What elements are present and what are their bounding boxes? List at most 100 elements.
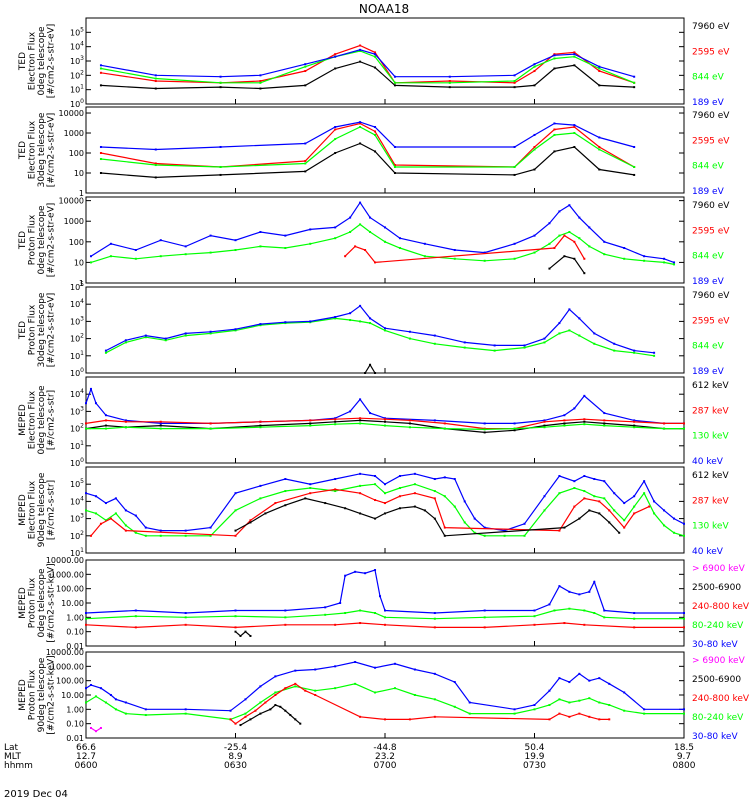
data-point xyxy=(264,701,267,704)
y-tick-label: 1.00 xyxy=(66,705,84,714)
data-point xyxy=(558,322,561,325)
data-point xyxy=(374,125,377,128)
data-point xyxy=(393,75,396,78)
data-point xyxy=(453,249,456,252)
data-point xyxy=(334,53,337,56)
data-point xyxy=(558,585,561,588)
y-tick-label: 104 xyxy=(70,388,84,399)
data-point xyxy=(359,622,362,625)
data-point xyxy=(663,509,666,512)
data-point xyxy=(159,239,162,242)
data-point xyxy=(483,428,486,431)
data-point xyxy=(359,419,362,422)
data-point xyxy=(89,388,92,391)
y-tick-label: 100 xyxy=(69,149,84,158)
data-point xyxy=(548,603,551,606)
data-point xyxy=(543,341,546,344)
data-point xyxy=(453,681,456,684)
data-point xyxy=(249,519,252,522)
data-point xyxy=(144,336,147,339)
data-point xyxy=(543,337,546,340)
y-axis-label: MEPEDProton Flux0deg telescope[#/cm2-s-s… xyxy=(18,563,57,642)
data-point xyxy=(583,623,586,626)
data-point xyxy=(124,341,127,344)
data-point xyxy=(608,682,611,685)
data-point xyxy=(593,478,596,481)
data-point xyxy=(184,529,187,532)
data-point xyxy=(219,75,222,78)
data-point xyxy=(289,714,292,717)
data-point xyxy=(209,330,212,333)
data-point xyxy=(309,424,312,427)
data-point xyxy=(473,517,476,520)
data-point xyxy=(533,623,536,626)
data-point xyxy=(683,534,685,537)
data-point xyxy=(259,484,262,487)
data-point xyxy=(623,257,626,260)
data-point xyxy=(99,522,102,525)
data-point xyxy=(563,526,566,529)
data-point xyxy=(309,487,312,490)
data-point xyxy=(533,168,536,171)
data-point xyxy=(144,334,147,337)
data-point xyxy=(304,142,307,145)
data-point xyxy=(349,410,352,413)
data-point xyxy=(374,51,377,54)
data-point xyxy=(334,317,337,320)
y-tick-label: 104 xyxy=(70,41,84,52)
y-tick-label: 105 xyxy=(70,478,84,489)
data-point xyxy=(503,529,506,532)
data-point xyxy=(274,691,277,694)
data-point xyxy=(154,176,157,179)
data-point xyxy=(598,67,601,70)
footer-lat-label: -44.8 xyxy=(373,743,397,753)
data-point xyxy=(85,612,87,615)
legend-entry: > 6900 keV xyxy=(692,656,746,666)
data-point xyxy=(443,476,446,479)
data-point xyxy=(344,612,347,615)
data-point xyxy=(573,145,576,148)
data-point xyxy=(573,480,576,483)
data-point xyxy=(304,63,307,66)
data-point xyxy=(334,423,337,426)
data-point xyxy=(259,701,262,704)
data-point xyxy=(568,681,571,684)
data-point xyxy=(483,526,486,529)
data-point xyxy=(209,422,212,425)
data-point xyxy=(359,472,362,475)
data-point xyxy=(254,709,257,712)
data-point xyxy=(334,128,337,131)
data-point xyxy=(374,133,377,136)
data-point xyxy=(393,662,396,665)
data-point xyxy=(573,407,576,410)
y-axis-label: TEDProton Flux0deg telescope[#/cm2-s-str… xyxy=(18,203,57,278)
data-point xyxy=(583,490,586,493)
data-point xyxy=(533,609,536,612)
data-point xyxy=(398,247,401,250)
data-point xyxy=(633,349,636,352)
data-point xyxy=(234,529,237,532)
data-point xyxy=(563,419,566,422)
data-point xyxy=(588,245,591,248)
data-point xyxy=(144,526,147,529)
data-point xyxy=(234,249,237,252)
data-point xyxy=(563,234,566,237)
y-tick-label: 0.01 xyxy=(66,734,84,743)
y-tick-label: 103 xyxy=(70,513,84,524)
y-tick-label: 0.01 xyxy=(66,642,84,651)
data-point xyxy=(334,623,337,626)
data-point xyxy=(334,152,337,155)
data-point xyxy=(608,509,611,512)
data-point xyxy=(259,420,262,423)
flux-panel-1: 100 101 102 103 104 105 TEDElectron Flux0deg t… xyxy=(18,17,730,109)
footer-lat-label: 18.5 xyxy=(674,743,694,753)
data-point xyxy=(284,234,287,237)
y-tick-label: 10 xyxy=(74,169,84,178)
data-point xyxy=(513,165,516,168)
y-tick-label: 1 xyxy=(79,189,84,198)
data-point xyxy=(85,617,87,620)
data-point xyxy=(568,329,571,332)
data-point xyxy=(374,474,377,477)
